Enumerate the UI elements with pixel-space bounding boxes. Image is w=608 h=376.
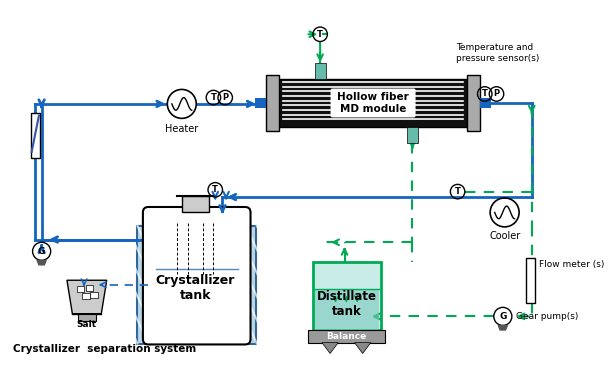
Bar: [467, 75, 480, 131]
Bar: [86, 285, 93, 291]
Polygon shape: [322, 343, 338, 353]
FancyBboxPatch shape: [331, 88, 415, 117]
Text: Temperature and
pressure sensor(s): Temperature and pressure sensor(s): [456, 43, 539, 63]
Text: Gear pump(s): Gear pump(s): [516, 312, 579, 321]
Text: Hollow fiber
MD module: Hollow fiber MD module: [337, 92, 409, 114]
Text: T: T: [317, 30, 323, 39]
Bar: [78, 314, 96, 321]
Bar: [255, 97, 266, 108]
Text: Flow meter (s): Flow meter (s): [539, 260, 604, 269]
Polygon shape: [67, 280, 107, 314]
Bar: [308, 330, 385, 343]
Text: G: G: [499, 312, 506, 321]
Text: T: T: [482, 89, 488, 99]
FancyBboxPatch shape: [143, 207, 250, 344]
Polygon shape: [499, 326, 507, 330]
Text: T: T: [210, 93, 216, 102]
Text: T: T: [212, 185, 218, 194]
Text: P: P: [494, 89, 500, 99]
Text: Distillate
tank: Distillate tank: [316, 290, 376, 318]
Bar: [82, 293, 89, 299]
Text: Crystallizer
tank: Crystallizer tank: [156, 274, 235, 302]
Bar: [182, 196, 209, 212]
Text: Cooler: Cooler: [489, 230, 520, 241]
Text: G: G: [38, 247, 46, 256]
Polygon shape: [37, 260, 46, 265]
Bar: [480, 97, 491, 108]
Bar: [527, 258, 536, 303]
Text: Balance: Balance: [326, 332, 367, 341]
Bar: [77, 286, 84, 292]
Bar: [280, 79, 467, 126]
Bar: [31, 113, 40, 158]
Bar: [137, 226, 256, 344]
Text: Heater: Heater: [165, 124, 198, 134]
Bar: [266, 75, 280, 131]
Bar: [315, 63, 325, 79]
Polygon shape: [354, 343, 371, 353]
Bar: [407, 126, 418, 143]
Bar: [91, 292, 98, 298]
Text: Crystallizer  separation system: Crystallizer separation system: [13, 344, 196, 355]
Text: T: T: [455, 187, 460, 196]
Bar: [315, 289, 379, 330]
Text: P: P: [222, 93, 228, 102]
Text: Salt: Salt: [77, 320, 97, 329]
Bar: [313, 262, 381, 330]
